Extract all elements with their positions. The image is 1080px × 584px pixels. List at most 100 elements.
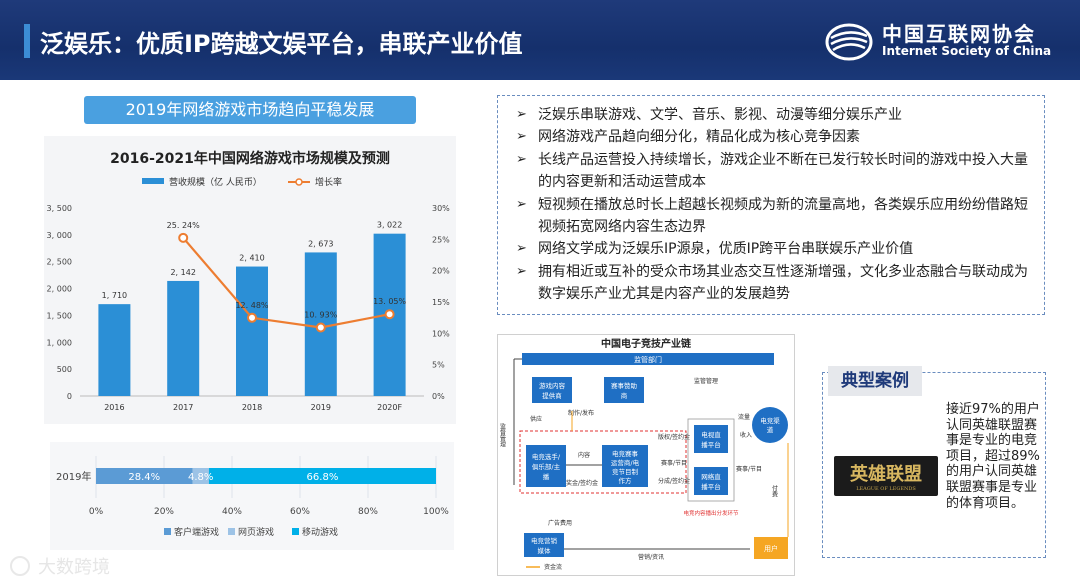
share-x-tick-label: 80% xyxy=(358,507,378,517)
y-axis-ticks: 0 500 1, 000 1, 500 2, 000 2, 500 3, 000 3, 500 xyxy=(47,204,72,401)
organizer-node xyxy=(602,445,648,487)
share-chart-panel: 28.4% 4.8% 66.8% 0% 20% 40% 60% 80% 100% 2019年 … xyxy=(50,442,454,550)
share-x-tick-label: 40% xyxy=(222,507,242,517)
growth-value-label: 10. 93% xyxy=(304,311,337,320)
growth-point xyxy=(384,309,395,320)
marketing-label-1: 电竞营销 xyxy=(531,536,558,545)
growth-rate-labels: 25. 24% 12. 48% 10. 93% 13. 05% xyxy=(167,221,407,320)
y2-tick-label: 5% xyxy=(432,361,445,370)
share-legend-label: 客户端游戏 xyxy=(174,526,219,538)
footer-watermark-svg: 大数跨境 xyxy=(10,556,110,578)
share-x-tick-label: 100% xyxy=(423,507,449,517)
traffic-label: 流量 xyxy=(738,413,750,421)
key-point-item: 网络文学成为泛娱乐IP源泉，优质IP跨平台串联娱乐产业价值 xyxy=(516,238,1030,261)
key-point-item: 泛娱乐串联游戏、文学、音乐、影视、动漫等细分娱乐产业 xyxy=(516,104,1030,127)
page-title: 泛娱乐：优质IP跨越文娱平台，串联产业价值 xyxy=(40,30,523,58)
y-tick-label: 2, 500 xyxy=(47,258,72,267)
lol-logo-svg: 英雄联盟 LEAGUE OF LEGENDS xyxy=(849,463,922,492)
marketing-node xyxy=(524,533,564,557)
y-tick-label: 0 xyxy=(67,392,72,401)
growth-rate-points xyxy=(178,232,395,333)
channel-node xyxy=(752,407,788,443)
share-segments xyxy=(96,468,436,484)
regulator-label: 监管部门 xyxy=(634,355,662,364)
case-text: 接近97%的用户认同英雄联盟赛事是专业的电竞项目，超过89%的用户认同英雄联盟赛… xyxy=(946,402,1040,511)
bar xyxy=(167,280,200,396)
key-point-item: 短视频在播放总时长上超越长视频成为新的流量高地，各类娱乐应用纷纷借路短视频拓宽网… xyxy=(516,194,1030,239)
chart-title: 2016-2021年中国网络游戏市场规模及预测 xyxy=(110,151,390,167)
lol-logo: 英雄联盟 LEAGUE OF LEGENDS xyxy=(834,456,938,496)
y-tick-label: 1, 500 xyxy=(47,311,72,320)
y2-tick-label: 25% xyxy=(432,235,450,244)
growth-point xyxy=(178,232,189,243)
ad-label: 广告费用 xyxy=(548,519,572,527)
esports-chain-svg: 中国电子竞技产业链 监管部门 监督管理 监管管理 游戏内容 提供商 赛事赞助 商… xyxy=(499,337,789,571)
bar-value-label: 2, 410 xyxy=(239,254,264,263)
organizer-label-2: 运营商/电 xyxy=(611,458,640,467)
share-category-label: 2019年 xyxy=(56,470,91,483)
lol-logo-text: 英雄联盟 xyxy=(849,463,922,485)
live-platform-node xyxy=(694,425,728,453)
bar xyxy=(98,304,131,396)
marketing-label-2: 媒体 xyxy=(538,546,552,555)
logo-en-text: Internet Society of China xyxy=(882,44,1052,58)
y2-tick-label: 15% xyxy=(432,298,450,307)
chart-legend: 营收规模（亿 人民币） 增长率 xyxy=(142,176,342,188)
market-size-chart: 营收规模（亿 人民币） 增长率 0 500 1, 000 1, 500 2, 000 2,… xyxy=(47,176,451,412)
y-tick-label: 500 xyxy=(57,365,72,374)
section-badge: 2019年网络游戏市场趋向平稳发展 xyxy=(84,96,416,124)
organizer-label-4: 作方 xyxy=(619,476,633,485)
produce-label: 制作/发布 xyxy=(568,409,594,417)
share-x-tick-label: 60% xyxy=(290,507,310,517)
growth-value-label: 13. 05% xyxy=(373,297,406,306)
footer-watermark: 大数跨境 xyxy=(8,552,158,580)
key-point-item: 拥有相近或互补的受众市场其业态交互性逐渐增强，文化多业态融合与联动成为数字娱乐产… xyxy=(516,261,1030,306)
y-tick-label: 3, 500 xyxy=(47,204,72,213)
sponsor-node xyxy=(604,377,644,403)
players-label-1: 电竞选手/ xyxy=(532,452,561,461)
y-tick-label: 3, 000 xyxy=(47,231,72,240)
key-point-item: 长线产品运营投入持续增长，游戏企业不断在已发行较长时间的游戏中投入大量的内容更新… xyxy=(516,149,1030,194)
supply-label: 供应 xyxy=(530,415,542,423)
lol-logo-subtext: LEAGUE OF LEGENDS xyxy=(856,486,916,492)
y2-axis-ticks: 0% 5% 10% 15% 20% 25% 30% xyxy=(432,204,450,401)
share-segment xyxy=(192,468,209,484)
x-tick-label: 2016 xyxy=(104,403,124,412)
watermark-text: 大数跨境 xyxy=(38,557,110,578)
esports-chain-diagram: 中国电子竞技产业链 监管部门 监督管理 监管管理 游戏内容 提供商 赛事赞助 商… xyxy=(497,334,795,576)
marketing-info-label: 营销/资讯 xyxy=(638,553,664,561)
net-platform-label-2: 播平台 xyxy=(701,482,721,491)
growth-point xyxy=(315,322,326,333)
x-tick-label: 2017 xyxy=(173,403,193,412)
key-points-list: 泛娱乐串联游戏、文学、音乐、影视、动漫等细分娱乐产业网络游戏产品趋向细分化，精品… xyxy=(516,104,1030,306)
bar-value-label: 2, 673 xyxy=(308,239,333,248)
capital-legend-label: 资金流 xyxy=(544,563,562,571)
x-axis-ticks: 2016 2017 2018 2019 2020F xyxy=(104,403,402,412)
copyright-label: 版权/签约金 xyxy=(658,433,690,441)
share-segment xyxy=(96,468,193,484)
y2-tick-label: 30% xyxy=(432,204,450,213)
game-type-share-chart: 28.4% 4.8% 66.8% 0% 20% 40% 60% 80% 100% 2019年 … xyxy=(56,456,449,538)
legend-bar-label: 营收规模（亿 人民币） xyxy=(169,176,262,188)
key-point-item: 网络游戏产品趋向细分化，精品化成为核心竞争因素 xyxy=(516,126,1030,149)
channel-label-1: 电竞渠 xyxy=(760,416,780,425)
y2-tick-label: 10% xyxy=(432,329,450,338)
growth-point xyxy=(247,312,257,323)
bar xyxy=(236,266,268,396)
y2-tick-label: 20% xyxy=(432,267,450,276)
growth-rate-line xyxy=(182,237,390,329)
share-legend-label: 网页游戏 xyxy=(238,526,274,538)
case-label: 典型案例 xyxy=(828,366,922,396)
bar-value-label: 2, 142 xyxy=(170,268,195,277)
live-platform-label-2: 播平台 xyxy=(701,440,721,449)
net-platform-node xyxy=(694,467,728,495)
x-tick-label: 2020F xyxy=(377,403,402,412)
game-provider-label: 游戏内容 xyxy=(539,381,566,390)
distribution-label: 电竞内容播出分发环节 xyxy=(683,509,739,517)
share-segment xyxy=(208,468,436,484)
supervise2-label: 监管管理 xyxy=(694,377,718,385)
event2-label: 赛事/节目 xyxy=(736,465,762,473)
event-label: 赛事/节目 xyxy=(661,459,687,467)
share-labels: 28.4% 4.8% 66.8% xyxy=(128,472,338,483)
share-segment-label: 28.4% xyxy=(128,472,160,483)
